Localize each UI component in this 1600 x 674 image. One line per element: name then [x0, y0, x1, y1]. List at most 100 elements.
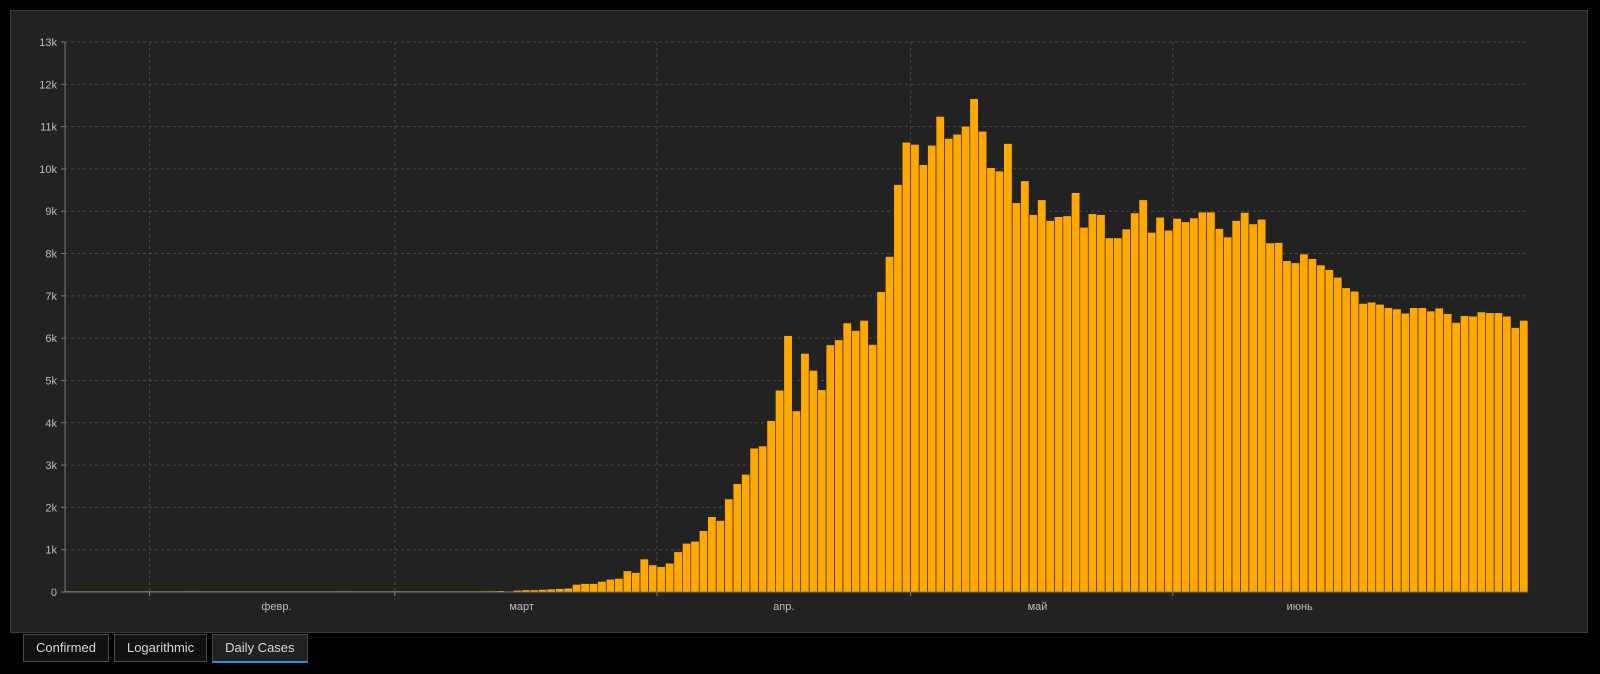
data-bar[interactable] [893, 184, 903, 593]
data-bar[interactable] [1476, 311, 1487, 593]
data-bar[interactable] [1172, 218, 1182, 593]
data-bar[interactable] [1011, 202, 1021, 593]
data-bar[interactable] [597, 581, 607, 593]
data-bar[interactable] [707, 516, 717, 593]
data-bar[interactable] [1071, 192, 1081, 593]
data-bar[interactable] [969, 98, 979, 593]
data-bar[interactable] [1350, 290, 1360, 593]
data-bar[interactable] [631, 572, 641, 593]
data-bar[interactable] [665, 562, 675, 593]
data-bar[interactable] [1079, 227, 1089, 593]
data-bar[interactable] [1333, 276, 1343, 593]
data-bar[interactable] [1341, 287, 1351, 593]
data-bar[interactable] [783, 335, 793, 593]
data-bar[interactable] [563, 587, 573, 593]
data-bar[interactable] [1274, 242, 1284, 593]
data-bar[interactable] [1443, 313, 1453, 593]
data-bar[interactable] [1519, 320, 1529, 593]
data-bar[interactable] [935, 116, 945, 593]
data-bar[interactable] [741, 474, 751, 593]
data-bar[interactable] [868, 344, 878, 593]
data-bar[interactable] [901, 141, 911, 593]
data-bar[interactable] [622, 570, 632, 593]
data-bar[interactable] [732, 483, 742, 593]
data-bar[interactable] [605, 579, 615, 593]
data-bar[interactable] [572, 584, 582, 593]
data-bar[interactable] [1028, 214, 1038, 593]
data-bar[interactable] [758, 445, 768, 593]
data-bar[interactable] [1316, 264, 1326, 593]
data-bar[interactable] [1257, 218, 1267, 593]
data-bar[interactable] [1096, 214, 1106, 593]
data-bar[interactable] [656, 566, 666, 593]
data-bar[interactable] [1214, 228, 1224, 593]
data-bar[interactable] [1375, 304, 1385, 593]
data-bar[interactable] [876, 291, 886, 593]
data-bar[interactable] [944, 138, 954, 593]
data-bar[interactable] [1426, 310, 1436, 593]
data-bar[interactable] [1113, 237, 1123, 593]
data-bar[interactable] [1468, 315, 1478, 593]
data-bar[interactable] [1265, 242, 1275, 593]
data-bar[interactable] [910, 144, 920, 593]
data-bar[interactable] [698, 530, 709, 593]
data-bar[interactable] [1180, 221, 1191, 593]
data-bar[interactable] [1400, 312, 1410, 593]
data-bar[interactable] [1147, 232, 1157, 593]
data-bar[interactable] [1358, 303, 1368, 593]
data-bar[interactable] [555, 588, 565, 593]
data-bar[interactable] [834, 339, 844, 593]
data-bar[interactable] [1493, 312, 1503, 593]
data-bar[interactable] [961, 125, 971, 593]
data-bar[interactable] [842, 322, 852, 593]
data-bar[interactable] [766, 420, 776, 593]
data-bar[interactable] [800, 353, 810, 593]
tab-confirmed[interactable]: Confirmed [23, 634, 109, 662]
data-bar[interactable] [1138, 199, 1148, 593]
data-bar[interactable] [1451, 322, 1461, 593]
data-bar[interactable] [978, 130, 988, 593]
data-bar[interactable] [994, 170, 1004, 593]
data-bar[interactable] [825, 344, 835, 593]
data-bar[interactable] [1240, 212, 1250, 593]
data-bar[interactable] [690, 540, 700, 593]
tab-logarithmic[interactable]: Logarithmic [113, 634, 208, 662]
data-bar[interactable] [1502, 315, 1512, 593]
data-bar[interactable] [1231, 220, 1241, 593]
data-bar[interactable] [589, 583, 599, 593]
data-bar[interactable] [1392, 308, 1402, 593]
data-bar[interactable] [648, 564, 658, 593]
data-bar[interactable] [1290, 262, 1300, 593]
data-bar[interactable] [1054, 216, 1064, 593]
data-bar[interactable] [1282, 260, 1292, 593]
data-bar[interactable] [682, 543, 692, 593]
data-bar[interactable] [859, 320, 869, 593]
data-bar[interactable] [580, 583, 590, 593]
data-bar[interactable] [1307, 258, 1317, 593]
data-bar[interactable] [1087, 213, 1098, 593]
data-bar[interactable] [1223, 236, 1233, 593]
data-bar[interactable] [1197, 211, 1207, 593]
data-bar[interactable] [1045, 220, 1055, 593]
data-bar[interactable] [817, 389, 827, 593]
data-bar[interactable] [884, 256, 895, 593]
data-bar[interactable] [1206, 211, 1216, 593]
data-bar[interactable] [927, 144, 937, 593]
data-bar[interactable] [1130, 212, 1140, 593]
data-bar[interactable] [918, 164, 928, 593]
tab-daily-cases[interactable]: Daily Cases [212, 634, 308, 663]
data-bar[interactable] [1434, 307, 1444, 593]
data-bar[interactable] [1020, 180, 1030, 593]
data-bar[interactable] [673, 551, 683, 593]
data-bar[interactable] [1104, 237, 1114, 593]
data-bar[interactable] [986, 167, 996, 593]
data-bar[interactable] [775, 389, 785, 593]
data-bar[interactable] [1062, 215, 1072, 593]
data-bar[interactable] [1324, 269, 1334, 593]
data-bar[interactable] [749, 447, 759, 593]
data-bar[interactable] [808, 370, 818, 593]
data-bar[interactable] [614, 578, 624, 593]
data-bar[interactable] [715, 520, 725, 593]
data-bar[interactable] [1299, 253, 1309, 593]
data-bar[interactable] [1367, 301, 1377, 593]
